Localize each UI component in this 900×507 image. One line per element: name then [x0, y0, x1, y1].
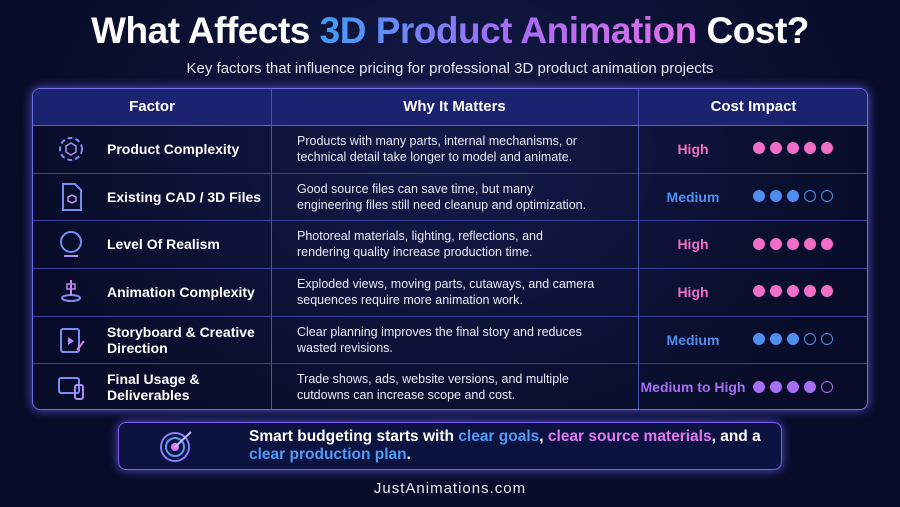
rating-dot-filled	[787, 285, 799, 298]
column-header: Cost Impact	[638, 89, 867, 126]
rating-dot-filled	[821, 285, 833, 298]
rating-dot-filled	[787, 142, 799, 155]
callout-text: Smart budgeting starts with clear goals,…	[249, 428, 769, 464]
rating-dot-filled	[770, 237, 782, 250]
factor: Level Of Realism	[107, 236, 220, 253]
title: What Affects 3D Product Animation Cost?	[0, 10, 900, 52]
factor: Existing CAD / 3D Files	[107, 188, 262, 205]
rating-dot-empty	[821, 333, 833, 346]
row-icon	[60, 231, 82, 258]
rating-dot-empty	[821, 190, 833, 203]
why: Trade shows, ads, website versions, and …	[297, 372, 569, 403]
row-icon	[58, 377, 84, 401]
callout-part: ,	[539, 428, 548, 445]
rating-dot-filled	[804, 380, 816, 393]
impact: Medium to High	[640, 379, 746, 396]
rating-dot-filled	[804, 237, 816, 250]
factor: Final Usage & Deliverables	[107, 371, 200, 404]
rating-dots	[753, 142, 833, 155]
callout: Smart budgeting starts with clear goals,…	[118, 422, 782, 470]
footer: JustAnimations.com	[373, 480, 527, 497]
callout-part: clear source materials	[547, 428, 712, 445]
table-row: Level Of Realism Photoreal materials, lig…	[33, 220, 867, 270]
rating-dot-empty	[804, 190, 816, 203]
impact: High	[677, 140, 709, 157]
rating-dot-filled	[753, 285, 765, 298]
row-icon	[62, 182, 82, 211]
rating-dot-filled	[770, 333, 782, 346]
column-divider	[271, 89, 272, 409]
subtitle: Key factors that influence pricing for p…	[186, 60, 714, 77]
impact: High	[677, 236, 709, 253]
table-row: Final Usage & Deliverables Trade shows, a…	[33, 364, 867, 410]
rating-dots	[753, 380, 833, 393]
callout-part: clear goals	[458, 428, 540, 445]
title-part: Cost?	[696, 10, 810, 51]
rating-dot-filled	[787, 380, 799, 393]
target-icon	[160, 431, 192, 462]
table: Factor Why It Matters Cost Impact Product C…	[32, 88, 868, 410]
rating-dot-filled	[770, 190, 782, 203]
factor: Animation Complexity	[107, 283, 255, 300]
rating-dot-empty	[821, 380, 833, 393]
rating-dots	[753, 237, 833, 250]
rating-dot-filled	[787, 237, 799, 250]
rating-dot-filled	[787, 333, 799, 346]
row-icon	[60, 327, 85, 353]
factor: Product Complexity	[107, 140, 240, 157]
rating-dot-filled	[804, 142, 816, 155]
rating-dots	[753, 285, 833, 298]
impact: Medium	[666, 188, 720, 205]
why: Photoreal materials, lighting, reflectio…	[297, 229, 543, 260]
callout-part: clear production plan	[249, 446, 407, 463]
why: Good source files can save time, but man…	[297, 181, 587, 212]
rating-dot-filled	[770, 380, 782, 393]
rating-dot-empty	[804, 333, 816, 346]
factor: Storyboard & Creative Direction	[107, 323, 255, 356]
callout-part: .	[406, 446, 411, 463]
rating-dot-filled	[804, 285, 816, 298]
impact: High	[677, 283, 709, 300]
column-header: Why It Matters	[271, 89, 638, 126]
why: Products with many parts, internal mecha…	[297, 133, 577, 164]
rating-dot-filled	[753, 380, 765, 393]
callout-part: , and a	[711, 428, 766, 445]
rating-dot-filled	[753, 237, 765, 250]
rating-dot-filled	[821, 142, 833, 155]
rating-dot-filled	[753, 142, 765, 155]
table-row: Animation Complexity Exploded views, movi…	[33, 268, 867, 317]
table-row: Storyboard & Creative Direction Clear pla…	[33, 316, 867, 365]
table-row: Product Complexity Products with many par…	[33, 125, 867, 174]
title-part: What Affects	[91, 10, 320, 51]
rating-dot-filled	[821, 237, 833, 250]
table-row: Existing CAD / 3D Files Good source files…	[33, 173, 867, 222]
column-header: Factor	[33, 89, 271, 126]
why: Clear planning improves the final story …	[297, 324, 582, 355]
column-divider	[638, 89, 639, 409]
callout-part: Smart budgeting starts with	[249, 428, 459, 445]
rating-dots	[753, 333, 833, 346]
row-icon	[59, 136, 83, 161]
rating-dot-filled	[770, 285, 782, 298]
why: Exploded views, moving parts, cutaways, …	[297, 276, 595, 307]
impact: Medium	[666, 331, 720, 348]
rating-dot-filled	[770, 142, 782, 155]
rating-dot-filled	[753, 333, 765, 346]
rating-dots	[753, 190, 833, 203]
title-part: 3D Product Animation	[319, 10, 698, 51]
row-icon	[61, 279, 81, 302]
rating-dot-filled	[787, 190, 799, 203]
rating-dot-filled	[753, 190, 765, 203]
